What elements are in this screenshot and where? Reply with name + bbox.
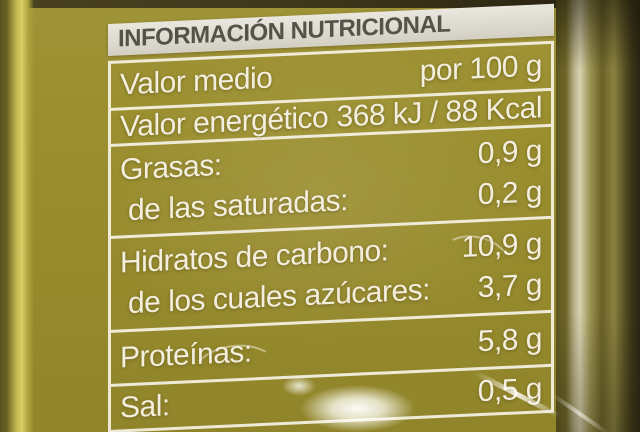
jar-right-edge-reflections — [556, 0, 640, 432]
row-label: Hidratos de carbono: — [120, 233, 389, 280]
row-value: 0,9 g — [477, 134, 542, 171]
jar-top-edge — [0, 0, 640, 8]
row-value: 0,2 g — [477, 175, 542, 212]
jar-left-edge — [0, 0, 34, 432]
row-label: Valor medio — [120, 61, 273, 102]
main-glare-highlight — [300, 385, 415, 432]
row-label: de los cuales azúcares: — [128, 273, 431, 321]
row-value: 3,7 g — [477, 268, 542, 305]
row-value: 10,9 g — [461, 226, 542, 264]
nutrition-label: INFORMACIÓN NUTRICIONAL Valor medio por … — [108, 3, 554, 432]
row-label: de las saturadas: — [128, 184, 348, 228]
row-label: Grasas: — [120, 148, 222, 187]
row-label: Sal: — [120, 388, 170, 424]
nutrition-table: Valor medio por 100 g Valor energético 3… — [108, 40, 554, 432]
row-value: 5,8 g — [477, 321, 542, 358]
row-label: Proteínas: — [120, 334, 252, 374]
row-value: por 100 g — [419, 49, 542, 88]
